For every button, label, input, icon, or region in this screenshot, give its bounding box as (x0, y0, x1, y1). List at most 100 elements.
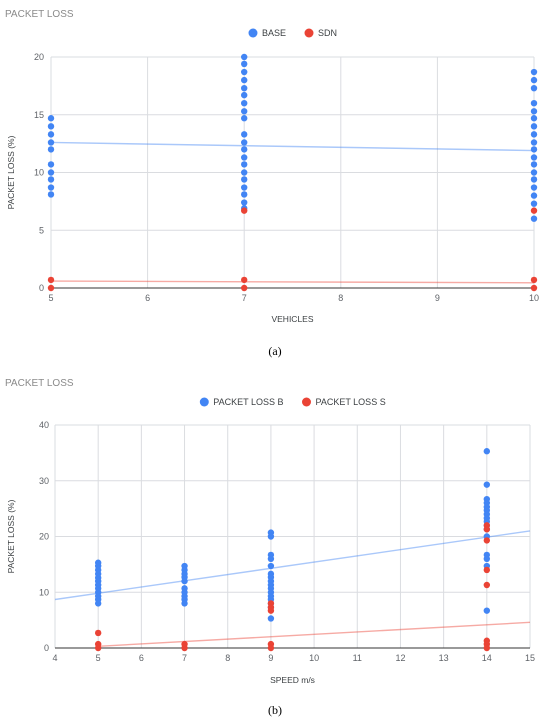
figure-caption: (a) (268, 344, 281, 358)
x-tick-label: 7 (242, 293, 247, 303)
legend-marker (302, 397, 311, 407)
trendline (98, 621, 531, 648)
legend-label: PACKET LOSS S (316, 397, 386, 407)
data-point (483, 537, 491, 544)
y-tick-label: 30 (39, 476, 49, 486)
data-point (530, 284, 538, 292)
data-point (530, 100, 538, 107)
data-point (267, 562, 275, 570)
data-point (530, 184, 538, 191)
x-tick-label: 14 (482, 653, 492, 663)
data-point (530, 123, 538, 130)
data-point (267, 555, 275, 562)
data-point (241, 108, 248, 115)
data-point (483, 581, 491, 589)
y-tick-label: 15 (34, 110, 44, 120)
legend-marker (199, 397, 209, 407)
x-tick-label: 9 (268, 653, 273, 663)
legend-marker (248, 28, 258, 38)
data-point (47, 123, 55, 130)
data-point (530, 200, 538, 207)
data-point (47, 276, 55, 284)
data-point (530, 84, 538, 92)
x-tick-label: 15 (525, 653, 535, 663)
trendline (54, 530, 531, 601)
data-point (241, 115, 248, 122)
legend-label: PACKET LOSS B (213, 397, 283, 407)
data-point (267, 644, 275, 652)
figure-caption: (b) (268, 703, 282, 717)
data-point (241, 176, 248, 183)
trendline (50, 141, 535, 152)
x-axis-label: SPEED m/s (270, 675, 315, 685)
data-point (241, 131, 248, 138)
data-point (241, 284, 248, 292)
data-point (267, 615, 275, 622)
data-point (241, 91, 248, 99)
legend-label: BASE (262, 28, 286, 38)
x-tick-label: 8 (338, 293, 343, 303)
x-axis-label: VEHICLES (271, 314, 313, 324)
y-tick-label: 20 (34, 52, 44, 62)
data-point (530, 154, 538, 161)
data-point (530, 215, 538, 222)
data-point (530, 108, 538, 115)
data-point (47, 146, 55, 153)
data-point (47, 115, 55, 122)
trendline (50, 280, 535, 284)
x-tick-label: 5 (48, 293, 53, 303)
data-point (241, 199, 248, 206)
data-point (241, 139, 248, 146)
legend-label: SDN (318, 28, 337, 38)
data-point (181, 600, 188, 607)
data-point (483, 644, 491, 652)
legend-marker (304, 28, 314, 38)
x-tick-label: 13 (439, 653, 449, 663)
data-point (47, 161, 55, 168)
data-point (241, 207, 248, 214)
x-tick-label: 8 (225, 653, 230, 663)
data-point (241, 53, 248, 61)
data-point (47, 191, 55, 198)
data-point (483, 566, 491, 574)
data-point (47, 184, 55, 191)
data-point (483, 526, 491, 533)
data-point (241, 191, 248, 198)
data-point (530, 139, 538, 146)
data-point (530, 161, 538, 168)
x-tick-label: 6 (145, 293, 150, 303)
data-point (530, 176, 538, 183)
chart-b: PACKET LOSS 4 5 6 7 8 9 10 11 12 13 14 15 0 10 20 30 40 SP… (5, 378, 535, 717)
data-point (530, 207, 538, 214)
data-point (181, 577, 188, 585)
data-point (181, 644, 188, 652)
data-point (530, 192, 538, 199)
data-point (267, 607, 275, 614)
data-point (483, 607, 491, 614)
data-point (241, 161, 248, 168)
y-tick-label: 20 (39, 532, 49, 542)
data-point (94, 629, 102, 637)
y-tick-label: 5 (39, 225, 44, 235)
data-point (530, 276, 538, 284)
x-tick-label: 4 (52, 653, 57, 663)
x-tick-label: 12 (395, 653, 405, 663)
x-tick-label: 6 (139, 653, 144, 663)
data-point (483, 481, 491, 488)
legend: PACKET LOSS B PACKET LOSS S (199, 397, 386, 407)
data-point (530, 76, 538, 84)
x-tick-label: 10 (529, 293, 539, 303)
data-point (241, 76, 248, 84)
data-point (94, 600, 102, 607)
data-point (241, 60, 248, 68)
y-tick-label: 0 (39, 283, 44, 293)
x-tick-label: 5 (96, 653, 101, 663)
data-point (241, 154, 248, 161)
y-tick-label: 0 (44, 643, 49, 653)
chart-title: PACKET LOSS (5, 9, 74, 20)
data-point (241, 146, 248, 153)
data-point (47, 131, 55, 138)
x-tick-label: 11 (353, 653, 362, 663)
